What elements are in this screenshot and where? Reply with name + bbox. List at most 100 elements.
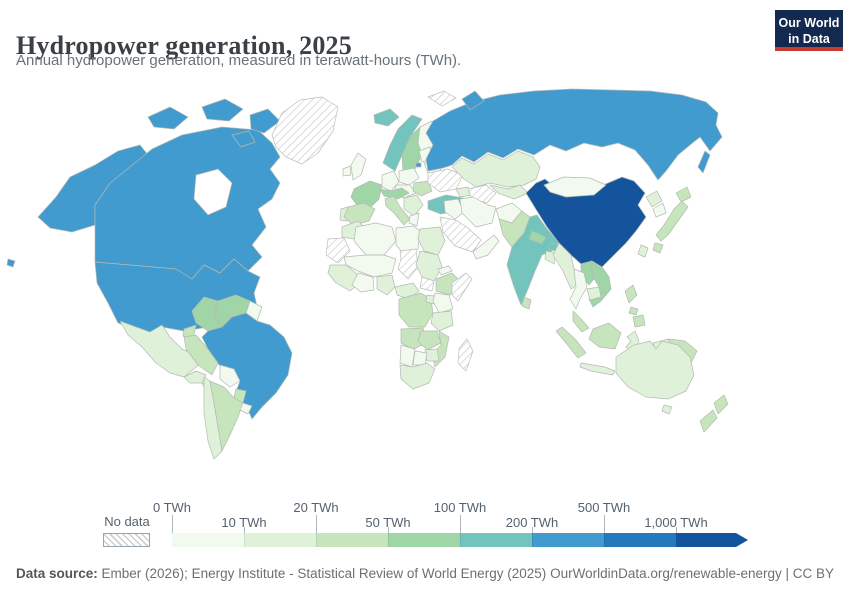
country-france[interactable] xyxy=(350,180,383,209)
country-brazil[interactable] xyxy=(201,312,293,420)
country-north-korea[interactable] xyxy=(645,190,663,208)
country-namibia[interactable] xyxy=(399,344,416,368)
country-australia[interactable] xyxy=(615,340,695,400)
country-kazakhstan[interactable] xyxy=(451,150,541,188)
country-indonesia-java[interactable] xyxy=(579,362,616,376)
country-myanmar[interactable] xyxy=(552,242,581,290)
country-romania[interactable] xyxy=(412,180,433,197)
owid-logo[interactable]: Our World in Data xyxy=(775,10,843,47)
country-balkans[interactable] xyxy=(403,194,424,217)
country-kaliningrad[interactable] xyxy=(415,162,422,168)
country-new-zealand-south[interactable] xyxy=(699,409,718,433)
country-novaya-zemlya[interactable] xyxy=(461,90,485,111)
country-south-africa[interactable] xyxy=(399,362,436,390)
country-ghana-ivory-coast[interactable] xyxy=(351,272,375,293)
legend-segment-4[interactable] xyxy=(460,533,533,547)
country-norway[interactable] xyxy=(382,114,423,172)
country-nigeria[interactable] xyxy=(376,274,396,296)
country-uruguay[interactable] xyxy=(239,402,253,415)
country-canada-arctic-2[interactable] xyxy=(201,98,244,122)
country-chad[interactable] xyxy=(397,248,419,280)
country-poland[interactable] xyxy=(398,167,420,186)
country-japan-kyushu[interactable] xyxy=(652,242,664,254)
footer-link[interactable]: OurWorldinData.org/renewable-energy | CC… xyxy=(550,566,834,581)
country-eritrea[interactable] xyxy=(437,265,453,276)
country-hawaii[interactable] xyxy=(6,258,16,268)
country-south-sudan[interactable] xyxy=(419,276,435,292)
country-spain[interactable] xyxy=(343,202,376,226)
legend-segment-6[interactable] xyxy=(604,533,677,547)
country-peru[interactable] xyxy=(183,334,219,376)
country-uganda[interactable] xyxy=(425,294,436,305)
country-iraq-syria[interactable] xyxy=(443,198,465,220)
country-algeria[interactable] xyxy=(353,222,397,256)
owid-logo-line1: Our World xyxy=(778,16,840,30)
legend-segment-5[interactable] xyxy=(532,533,605,547)
country-svalbard[interactable] xyxy=(427,90,457,107)
country-zambia[interactable] xyxy=(417,330,442,351)
country-uk[interactable] xyxy=(350,152,367,181)
legend-segment-0[interactable] xyxy=(172,533,244,547)
world-choropleth-map[interactable] xyxy=(0,85,850,505)
country-philippines-visayas[interactable] xyxy=(628,306,639,316)
legend-tick-0 xyxy=(172,515,173,533)
country-tanzania[interactable] xyxy=(430,310,454,332)
legend-segment-2[interactable] xyxy=(316,533,389,547)
country-iran[interactable] xyxy=(459,196,497,228)
world-map-container xyxy=(0,85,850,505)
country-indonesia-borneo[interactable] xyxy=(588,322,622,350)
page-title: Hydropower generation, 2025 xyxy=(16,31,352,61)
legend-label-6: 500 TWh xyxy=(577,500,631,515)
country-new-zealand-north[interactable] xyxy=(713,394,729,415)
country-philippines-mindanao[interactable] xyxy=(632,314,646,328)
country-thailand[interactable] xyxy=(569,268,588,310)
owid-logo-red-bar xyxy=(775,47,843,51)
country-zimbabwe[interactable] xyxy=(424,348,440,362)
country-philippines-luzon[interactable] xyxy=(624,284,638,304)
country-somalia[interactable] xyxy=(451,272,473,302)
country-yemen-oman[interactable] xyxy=(472,234,500,260)
legend-segment-7[interactable] xyxy=(676,533,748,547)
country-canada-arctic-1[interactable] xyxy=(147,106,189,130)
country-egypt[interactable] xyxy=(417,226,446,256)
country-greece[interactable] xyxy=(408,212,420,227)
country-madagascar[interactable] xyxy=(457,338,474,372)
country-greenland[interactable] xyxy=(271,96,339,165)
country-indonesia-sumatra[interactable] xyxy=(555,326,587,359)
country-mongolia[interactable] xyxy=(543,176,607,198)
country-tasmania[interactable] xyxy=(661,404,673,415)
legend-tick-4 xyxy=(460,515,461,533)
country-sri-lanka[interactable] xyxy=(521,296,532,310)
country-vietnam[interactable] xyxy=(588,260,612,308)
page-subtitle: Annual hydropower generation, measured i… xyxy=(16,52,462,69)
country-bolivia[interactable] xyxy=(219,364,241,388)
country-cambodia[interactable] xyxy=(586,286,602,301)
country-taiwan[interactable] xyxy=(637,244,649,258)
country-dr-congo[interactable] xyxy=(398,292,434,328)
country-nepal[interactable] xyxy=(528,230,547,245)
country-argentina[interactable] xyxy=(209,380,244,452)
country-germany[interactable] xyxy=(381,170,400,192)
country-sakhalin[interactable] xyxy=(697,150,711,174)
country-mali-niger[interactable] xyxy=(343,254,397,278)
country-botswana[interactable] xyxy=(412,350,428,366)
country-iceland[interactable] xyxy=(373,108,400,127)
country-sudan[interactable] xyxy=(415,250,443,282)
legend-no-data-swatch[interactable] xyxy=(103,533,150,547)
country-kenya[interactable] xyxy=(432,292,454,314)
country-japan-hokkaido[interactable] xyxy=(675,186,692,203)
legend-segment-1[interactable] xyxy=(244,533,317,547)
legend-label-2: 20 TWh xyxy=(293,500,339,515)
legend-segment-3[interactable] xyxy=(388,533,461,547)
legend-label-4: 100 TWh xyxy=(433,500,487,515)
country-saudi-arabia[interactable] xyxy=(439,216,482,253)
country-canada-arctic-4[interactable] xyxy=(231,130,256,148)
country-canada-arctic-3[interactable] xyxy=(249,108,281,134)
country-japan-honshu[interactable] xyxy=(655,200,689,242)
country-malaysia[interactable] xyxy=(572,310,590,333)
country-ireland[interactable] xyxy=(342,165,352,177)
country-south-korea[interactable] xyxy=(652,202,667,218)
country-italy[interactable] xyxy=(384,195,411,226)
country-alps[interactable] xyxy=(379,187,410,200)
country-russia[interactable] xyxy=(425,88,723,181)
